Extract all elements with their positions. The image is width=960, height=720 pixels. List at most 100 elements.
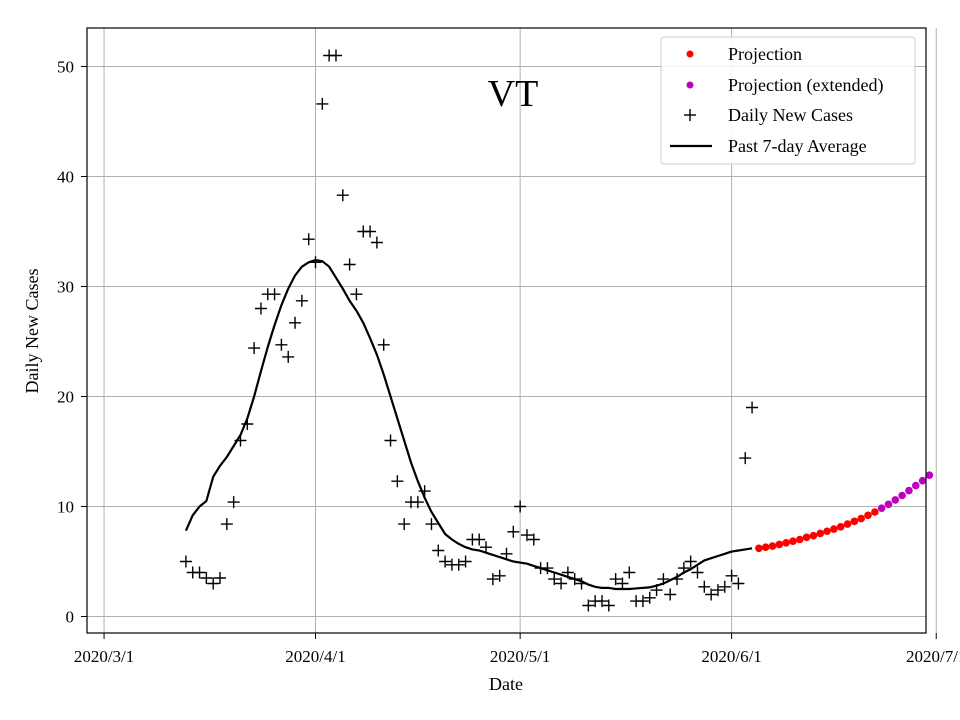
projection-point	[850, 517, 859, 526]
daily-case-point	[350, 288, 363, 301]
projection-point	[761, 543, 770, 551]
y-tick-label: 40	[57, 168, 74, 187]
plot-frame	[86, 27, 927, 634]
projection-point	[871, 508, 879, 516]
daily-case-point	[214, 572, 227, 584]
x-tick-label: 2020/4/1	[285, 647, 345, 666]
projection-point	[789, 537, 797, 545]
daily-case-point	[500, 547, 513, 560]
daily-case-point	[718, 580, 731, 593]
daily-case-point	[561, 566, 574, 579]
daily-case-point	[254, 302, 267, 315]
daily-case-point	[582, 599, 595, 612]
projection-point	[802, 533, 811, 542]
y-tick-label: 30	[57, 278, 74, 297]
daily-case-point	[514, 500, 527, 513]
daily-case-point	[459, 555, 472, 568]
x-tick-label: 2020/7/1	[906, 647, 960, 666]
daily-case-point	[316, 97, 329, 110]
projection-point	[809, 531, 818, 540]
y-tick-label: 0	[66, 608, 75, 627]
daily-case-point	[200, 572, 213, 584]
projection-extended-point	[905, 486, 913, 495]
daily-case-point	[746, 401, 759, 414]
daily-case-point	[336, 189, 349, 202]
daily-case-point	[302, 233, 315, 246]
daily-case-point	[711, 584, 724, 597]
daily-case-point	[227, 496, 240, 509]
projection-point	[836, 523, 845, 531]
legend-label-projection: Projection	[728, 44, 802, 64]
daily-case-point	[677, 562, 690, 575]
daily-case-point	[268, 288, 281, 301]
daily-case-point	[364, 225, 377, 238]
projection-point	[816, 529, 825, 538]
daily-case-point	[541, 562, 554, 575]
legend-label-daily-cases: Daily New Cases	[728, 105, 853, 125]
y-tick-label: 20	[57, 388, 74, 407]
daily-case-point	[507, 525, 520, 538]
plot-series	[179, 49, 934, 612]
legend-box	[660, 36, 916, 165]
daily-case-point	[439, 555, 452, 568]
daily-case-point	[684, 555, 697, 568]
x-tick-label: 2020/5/1	[490, 647, 550, 666]
daily-case-point	[725, 569, 738, 582]
daily-case-point	[636, 595, 649, 608]
projection-extended-point	[877, 504, 886, 512]
y-axis-label: Daily New Cases	[22, 269, 42, 394]
daily-case-point	[616, 577, 629, 590]
daily-case-point	[473, 533, 486, 546]
legend-label-projection-extended: Projection (extended)	[728, 75, 883, 96]
legend-marker-daily-cases	[684, 109, 696, 121]
y-tick-label: 50	[57, 58, 74, 77]
daily-case-point	[179, 555, 192, 568]
projection-point	[768, 542, 777, 550]
daily-case-point	[555, 577, 568, 590]
daily-case-point	[650, 584, 663, 597]
projection-extended-point	[911, 481, 920, 490]
daily-case-point	[329, 49, 342, 62]
daily-case-point	[295, 294, 308, 307]
projection-point	[782, 539, 790, 547]
legend-label-average: Past 7-day Average	[728, 136, 867, 156]
daily-case-point	[657, 573, 670, 586]
axis-ticks: 2020/3/1 2020/4/1 2020/5/1 2020/6/1 2020/7/1…	[57, 58, 960, 667]
daily-case-point	[207, 577, 220, 590]
daily-case-point	[705, 588, 718, 601]
chart-title: VT	[488, 73, 539, 115]
daily-case-point	[568, 573, 581, 586]
daily-case-point	[732, 577, 745, 590]
daily-case-point	[220, 518, 233, 531]
legend: Projection Projection (extended) Daily N…	[660, 36, 916, 165]
projection-extended-point	[925, 471, 934, 479]
daily-case-point	[602, 599, 615, 612]
legend-marker-projection-extended	[686, 81, 694, 89]
daily-case-point	[377, 338, 390, 351]
projection-point	[775, 540, 784, 549]
projection-point	[857, 514, 865, 523]
series-line-7day-average	[184, 259, 753, 591]
daily-case-point	[575, 577, 588, 590]
daily-case-point	[548, 573, 561, 586]
projection-point	[864, 511, 872, 520]
legend-marker-projection	[686, 50, 694, 58]
projection-extended-point	[884, 500, 893, 509]
projection-point	[755, 544, 763, 553]
daily-case-point	[698, 580, 711, 593]
y-tick-label: 10	[57, 498, 74, 517]
daily-case-point	[486, 573, 499, 586]
daily-case-point	[391, 475, 404, 488]
daily-case-point	[432, 544, 445, 557]
daily-case-point	[480, 541, 493, 554]
daily-case-point	[691, 566, 704, 579]
daily-case-point	[193, 566, 206, 579]
daily-case-point	[282, 350, 295, 363]
daily-case-point	[623, 566, 636, 579]
daily-case-point	[493, 569, 506, 582]
daily-case-point	[370, 236, 383, 249]
x-axis-label: Date	[489, 674, 523, 694]
projection-point	[796, 535, 804, 544]
daily-case-point	[520, 529, 533, 542]
daily-case-point	[398, 518, 411, 531]
